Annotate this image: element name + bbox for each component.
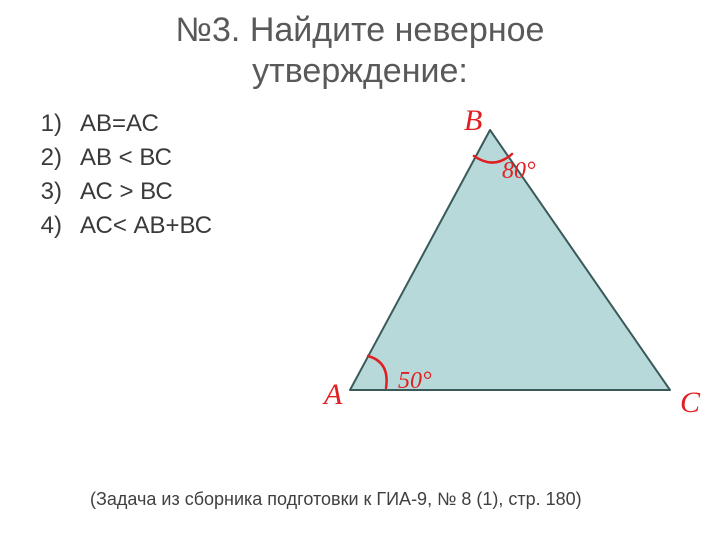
option-text: АВ < ВС — [80, 144, 172, 172]
slide-title: №3. Найдите неверное утверждение: — [0, 10, 720, 92]
svg-text:80°: 80° — [502, 158, 536, 184]
title-line-1: №3. Найдите неверное — [176, 11, 545, 49]
option-1: 1) АВ=АС — [20, 110, 212, 138]
svg-text:50°: 50° — [398, 368, 432, 394]
triangle-diagram: A B C 80° 50° — [310, 100, 710, 420]
triangle-svg: A B C 80° 50° — [310, 100, 710, 430]
option-number: 4) — [20, 212, 80, 240]
option-3: 3) АС > ВС — [20, 178, 212, 206]
option-text: АС< АВ+ВС — [80, 212, 212, 240]
slide: №3. Найдите неверное утверждение: 1) АВ=… — [0, 0, 720, 540]
svg-text:C: C — [680, 386, 701, 419]
svg-text:B: B — [464, 104, 482, 137]
option-2: 2) АВ < ВС — [20, 144, 212, 172]
option-number: 1) — [20, 110, 80, 138]
option-text: АВ=АС — [80, 110, 159, 138]
option-number: 3) — [20, 178, 80, 206]
option-number: 2) — [20, 144, 80, 172]
title-line-2: утверждение: — [252, 52, 468, 90]
svg-text:A: A — [322, 378, 343, 411]
footnote: (Задача из сборника подготовки к ГИА-9, … — [90, 489, 582, 510]
option-4: 4) АС< АВ+ВС — [20, 212, 212, 240]
options-list: 1) АВ=АС 2) АВ < ВС 3) АС > ВС 4) АС< АВ… — [20, 110, 212, 246]
option-text: АС > ВС — [80, 178, 173, 206]
